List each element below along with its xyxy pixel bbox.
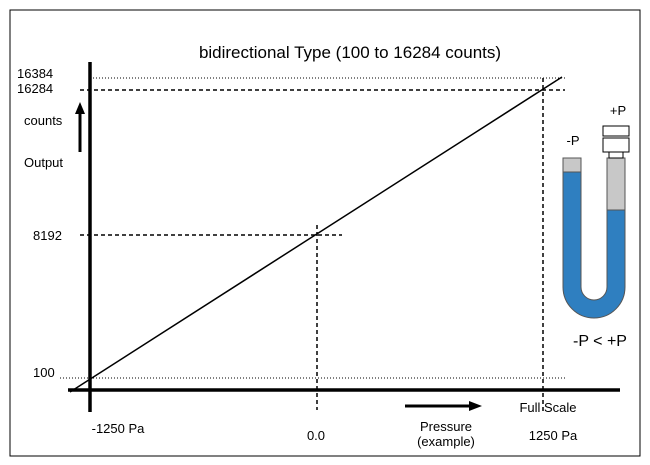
frame — [9, 9, 641, 457]
y-label: 16384 — [17, 66, 53, 81]
tube-liquid — [562, 171, 626, 319]
gauge-plus: +P — [610, 103, 626, 118]
arrow-head — [469, 401, 482, 411]
connector — [602, 125, 630, 137]
x-label: -1250 Pa — [92, 421, 146, 436]
x-name: Pressure — [420, 419, 472, 434]
title: bidirectional Type (100 to 16284 counts) — [199, 43, 501, 62]
y-unit: counts — [24, 113, 63, 128]
full-scale: Full Scale — [519, 400, 576, 415]
connector — [602, 137, 630, 153]
x-label: 0.0 — [307, 428, 325, 443]
arrow-head — [75, 102, 85, 114]
y-label: 8192 — [33, 228, 62, 243]
x-note: (example) — [417, 434, 475, 449]
y-label: 16284 — [17, 81, 53, 96]
x-label: 1250 Pa — [529, 428, 578, 443]
y-label: 100 — [33, 365, 55, 380]
tube-air — [606, 157, 626, 211]
gauge-minus: -P — [567, 133, 580, 148]
y-name: Output — [24, 155, 63, 170]
gauge-relation: -P < +P — [573, 333, 627, 350]
transfer-line — [69, 76, 563, 393]
tube-air — [562, 157, 582, 173]
connector — [608, 151, 624, 159]
